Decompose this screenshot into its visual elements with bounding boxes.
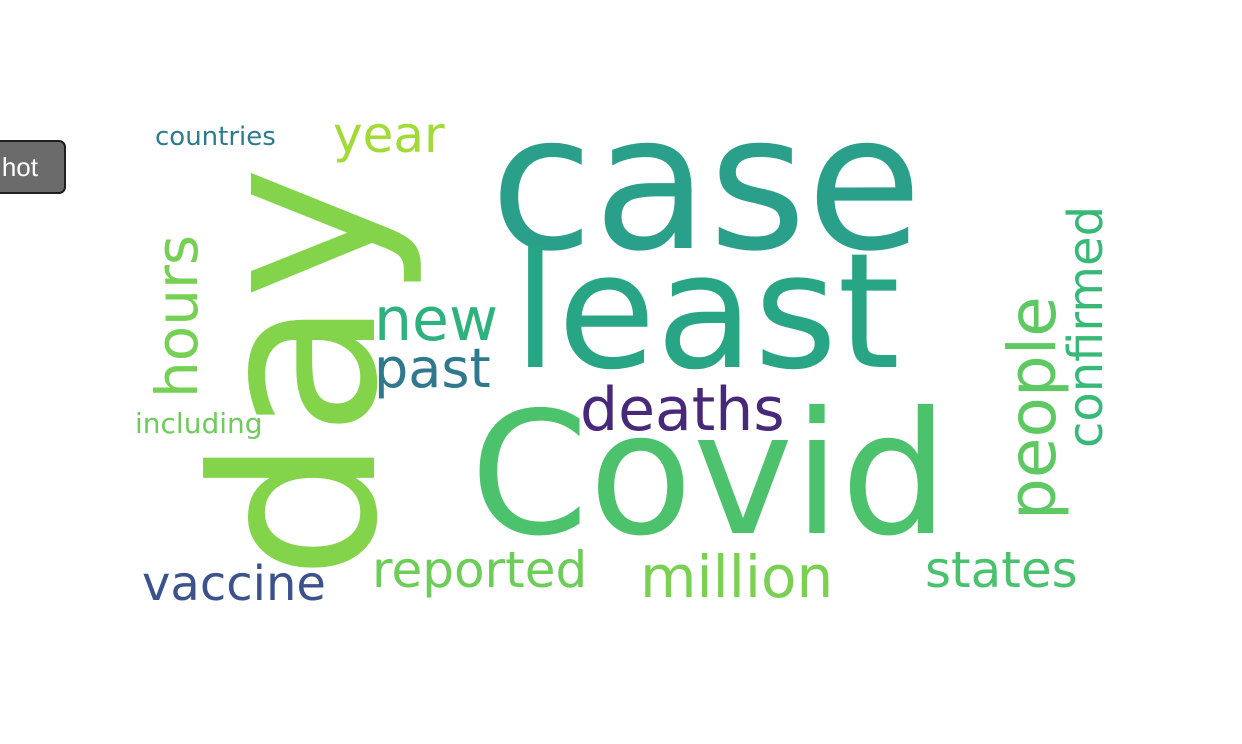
- word-new: new: [374, 285, 499, 355]
- word-hours: hours: [143, 234, 211, 398]
- word-reported: reported: [372, 541, 588, 599]
- screenshot-button[interactable]: hot: [0, 140, 66, 194]
- word-case: case: [490, 74, 923, 293]
- word-year: year: [333, 106, 445, 164]
- word-confirmed: confirmed: [1058, 205, 1114, 448]
- word-states: states: [925, 541, 1078, 599]
- word-vaccine: vaccine: [142, 556, 326, 612]
- word-least: least: [513, 218, 901, 405]
- word-people: people: [994, 296, 1071, 520]
- word-million: million: [640, 543, 834, 611]
- word-deaths: deaths: [580, 375, 785, 445]
- word-day: day: [166, 166, 428, 580]
- word-past: past: [374, 337, 491, 400]
- word-including: including: [135, 407, 263, 440]
- word-covid: Covid: [470, 376, 949, 574]
- word-countries: countries: [155, 122, 276, 152]
